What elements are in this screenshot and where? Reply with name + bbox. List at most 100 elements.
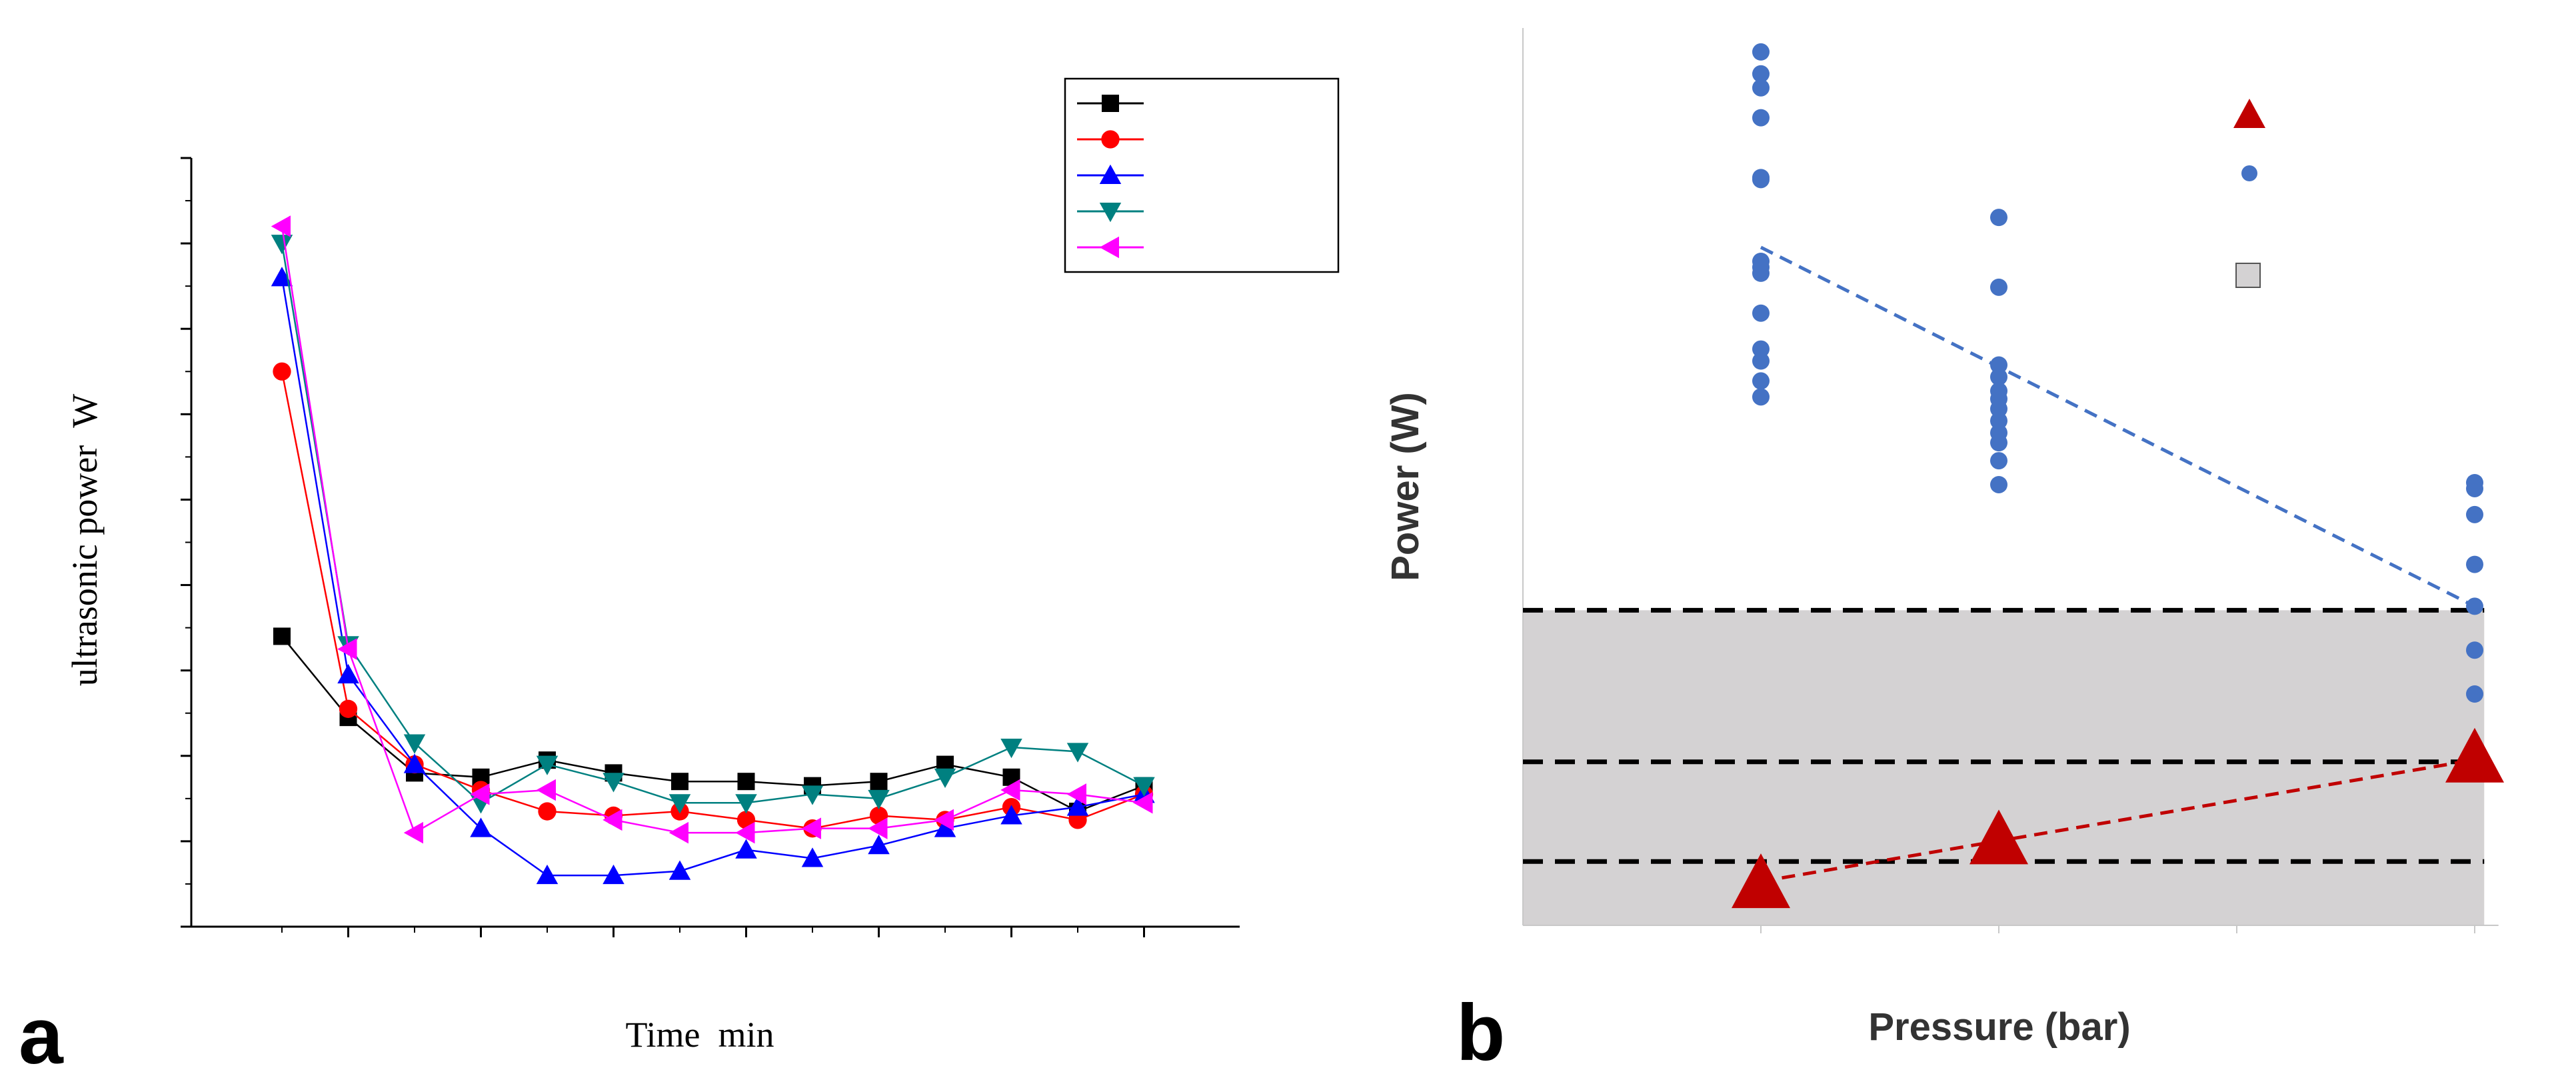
chart-a-point <box>801 785 824 805</box>
chart-b-generator-point <box>1752 388 1770 406</box>
chart-a-point <box>868 789 890 810</box>
chart-a-point <box>735 794 757 814</box>
chart-b-dissipated-point <box>1969 809 2028 865</box>
chart-a-point <box>668 821 688 844</box>
chart-b-generator-point <box>1752 171 1770 189</box>
chart-a-point <box>273 627 291 645</box>
chart-a-point <box>934 817 956 837</box>
chart-a-point <box>934 809 954 831</box>
chart-b-x-axis-label: Pressure (bar) <box>1868 1005 2130 1049</box>
chart-a-legend-marker <box>1102 95 1119 112</box>
chart-b-generator-point <box>1752 109 1770 127</box>
chart-a-series-line <box>281 635 1144 813</box>
chart-a-point <box>1000 738 1022 759</box>
chart-b-generator-point <box>2466 685 2483 703</box>
chart-a-point <box>735 839 757 859</box>
chart-b-generator-point <box>1990 209 2007 227</box>
chart-b-power-vs-pressure: Pressure (bar) Power (W) <box>1384 28 2504 1049</box>
chart-a-point <box>1066 796 1089 816</box>
chart-a-point <box>536 755 559 775</box>
chart-b-generator-point <box>1990 368 2007 386</box>
chart-a-y-axis-label: ultrasonic power W <box>65 394 105 686</box>
chart-b-generator-point <box>1990 278 2007 296</box>
chart-a-point <box>1133 777 1155 797</box>
chart-a-series-2.00MPa <box>271 215 1153 844</box>
chart-b-generator-point <box>1990 452 2007 470</box>
chart-a-series-line <box>281 371 1144 829</box>
chart-a-point <box>470 817 492 837</box>
chart-a-point <box>1000 805 1022 825</box>
chart-a-series-1.50MPa <box>271 267 1155 885</box>
chart-a-series-1.25MPa <box>273 362 1154 838</box>
chart-a-point <box>470 783 490 805</box>
chart-b-dissipated-point <box>1732 853 1790 909</box>
chart-b-generator-point <box>2466 641 2483 659</box>
chart-a-point <box>737 773 755 791</box>
panel-label-a: a <box>19 991 64 1078</box>
chart-a-ultrasonic-power: Time min ultrasonic power W <box>65 77 1340 1055</box>
chart-a-series-line <box>281 226 1144 834</box>
chart-a-series-1.75MPa <box>271 235 1155 814</box>
chart-a-legend-marker <box>1101 130 1120 149</box>
chart-b-legend-marker-melting <box>2235 263 2261 288</box>
chart-b-generator-point <box>1990 356 2007 374</box>
chart-b-legend <box>2233 99 2265 288</box>
chart-a-legend-marker <box>1099 236 1119 259</box>
chart-a-series <box>271 215 1155 885</box>
chart-a-point <box>801 847 824 867</box>
chart-b-trendline <box>1760 758 2475 883</box>
chart-a-point <box>1066 743 1089 763</box>
chart-b-generator-point <box>1752 258 1770 276</box>
chart-a-point <box>603 773 625 793</box>
chart-a-point <box>403 753 426 773</box>
chart-a-point <box>337 638 357 660</box>
chart-b-melting-band-fill <box>1523 610 2485 925</box>
chart-b-generator-point <box>2466 597 2483 615</box>
chart-b-generator-point <box>1752 304 1770 322</box>
chart-b-generator-point <box>2466 505 2483 523</box>
chart-b-melting-band <box>1523 610 2485 925</box>
chart-b-legend-marker-dissipated <box>2233 99 2265 128</box>
chart-a-point <box>337 663 359 684</box>
chart-a-point <box>868 835 890 855</box>
chart-b-points <box>1732 43 2504 909</box>
chart-a-point <box>403 734 426 754</box>
chart-a-point <box>271 215 291 237</box>
chart-b-trendlines <box>1760 245 2476 883</box>
chart-b-generator-point <box>1752 65 1770 83</box>
chart-b-generator-point <box>1752 43 1770 61</box>
chart-a-point <box>870 773 888 791</box>
chart-b-generator-point <box>1990 434 2007 452</box>
chart-a-point <box>671 773 688 791</box>
chart-b-trendline <box>1760 245 2476 608</box>
chart-a-series-line <box>281 243 1145 804</box>
chart-a-point <box>273 362 291 381</box>
chart-b-ticks <box>1760 925 2475 933</box>
chart-a-point <box>1000 779 1020 801</box>
chart-b-generator-point <box>1990 412 2007 430</box>
chart-a-point <box>1133 791 1153 814</box>
chart-a-legend <box>1064 77 1340 273</box>
chart-a-point <box>339 699 358 718</box>
chart-b-generator-point <box>1752 372 1770 390</box>
chart-a-point <box>603 864 625 885</box>
chart-a-point <box>271 235 293 255</box>
chart-a-ticks <box>181 157 1145 937</box>
chart-a-point <box>536 864 559 885</box>
chart-b-y-axis-label: Power (W) <box>1384 392 1427 581</box>
chart-b-generator-point <box>2466 555 2483 573</box>
chart-b-generator-point <box>1752 352 1770 370</box>
chart-a-point <box>934 768 956 789</box>
chart-b-legend-marker-generator <box>2241 165 2257 181</box>
chart-a-point <box>735 821 755 844</box>
chart-b-axes <box>1522 28 2499 926</box>
chart-a-point <box>536 779 556 801</box>
chart-a-point <box>271 267 293 287</box>
chart-a-point <box>668 794 691 814</box>
chart-a-point <box>868 817 888 839</box>
chart-a-point <box>603 809 623 831</box>
chart-b-generator-point <box>1990 400 2007 418</box>
chart-b-generator-point <box>1752 79 1770 97</box>
chart-a-point <box>801 817 821 839</box>
chart-a-legend-marker <box>1099 164 1122 184</box>
